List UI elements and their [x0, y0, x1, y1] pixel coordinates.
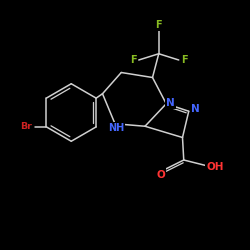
- Text: O: O: [156, 170, 165, 179]
- Text: N: N: [166, 98, 175, 108]
- Text: F: F: [181, 55, 188, 65]
- Text: OH: OH: [206, 162, 224, 172]
- Text: NH: NH: [108, 123, 124, 133]
- Text: F: F: [156, 20, 162, 30]
- Text: Br: Br: [20, 122, 32, 132]
- Text: N: N: [191, 104, 200, 114]
- Text: F: F: [130, 55, 136, 65]
